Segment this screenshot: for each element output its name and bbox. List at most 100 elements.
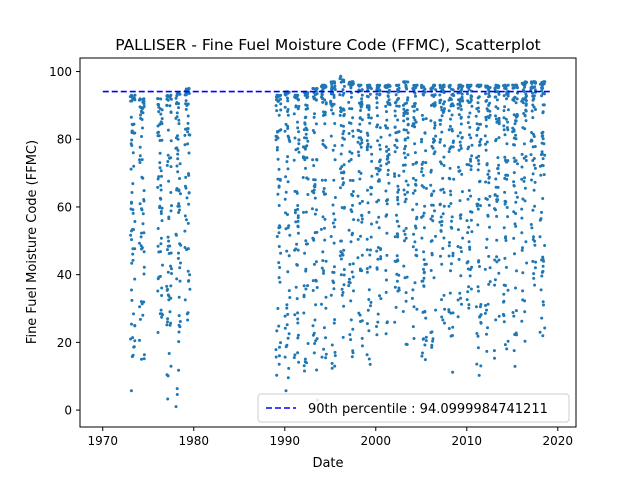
data-point: [387, 181, 391, 185]
data-point: [366, 142, 370, 146]
data-point: [502, 128, 506, 132]
data-point: [365, 248, 369, 252]
data-point: [370, 159, 374, 163]
data-point: [430, 239, 434, 243]
data-point: [292, 112, 296, 116]
data-point: [311, 158, 315, 162]
data-point: [287, 332, 291, 336]
data-point: [525, 261, 529, 265]
legend-box: [257, 393, 570, 423]
x-tick-label: 2020: [543, 434, 574, 448]
data-point: [523, 114, 527, 118]
data-point: [275, 148, 279, 152]
data-point: [440, 315, 444, 319]
data-point: [412, 232, 416, 236]
data-point: [432, 95, 436, 98]
data-point: [333, 88, 337, 91]
data-point: [476, 207, 480, 211]
data-point: [357, 311, 361, 315]
data-point: [133, 131, 137, 135]
data-point: [459, 146, 463, 150]
data-point: [376, 114, 379, 118]
data-point: [413, 142, 417, 146]
data-point: [296, 248, 300, 252]
data-point: [442, 191, 446, 194]
data-point: [359, 83, 363, 87]
data-point: [140, 175, 144, 179]
data-point: [277, 362, 281, 366]
data-point: [503, 105, 507, 109]
data-point: [306, 342, 310, 345]
data-point: [340, 206, 344, 210]
data-point: [511, 311, 515, 314]
data-point: [484, 92, 487, 96]
data-point: [379, 164, 383, 168]
data-point: [530, 226, 534, 230]
data-point: [520, 231, 524, 235]
data-point: [304, 132, 308, 136]
data-point: [315, 230, 319, 234]
data-point: [166, 128, 170, 132]
data-point: [440, 298, 443, 302]
plot-area-frame: [79, 57, 577, 428]
data-point: [274, 138, 278, 142]
data-point: [438, 101, 442, 105]
data-point: [403, 156, 407, 160]
data-point: [540, 270, 544, 274]
x-tick-label: 1980: [178, 434, 209, 448]
data-point: [324, 259, 328, 263]
data-point: [429, 87, 433, 91]
data-point: [187, 191, 191, 195]
data-point: [142, 272, 146, 276]
data-point: [523, 299, 527, 303]
data-point: [158, 312, 162, 316]
data-point: [466, 260, 470, 264]
data-point: [286, 124, 290, 128]
data-point: [375, 88, 379, 92]
data-point: [313, 342, 317, 345]
data-point: [515, 195, 519, 199]
data-point: [357, 136, 361, 140]
data-point: [442, 293, 446, 297]
data-point: [532, 105, 536, 109]
data-point: [379, 135, 383, 139]
data-point: [433, 121, 437, 125]
data-point: [543, 244, 547, 247]
data-point: [332, 281, 336, 285]
data-point: [420, 170, 423, 174]
data-point: [365, 83, 369, 87]
data-point: [333, 196, 337, 199]
data-point: [504, 265, 508, 269]
data-point: [139, 116, 143, 120]
data-point: [403, 193, 407, 196]
data-point: [179, 261, 182, 265]
data-point: [140, 107, 144, 111]
data-point: [305, 361, 308, 365]
data-point: [514, 133, 518, 137]
data-point: [484, 99, 488, 103]
data-point: [523, 199, 527, 203]
data-point: [276, 307, 280, 310]
data-point: [349, 338, 353, 342]
data-point: [293, 353, 297, 357]
data-point: [186, 102, 190, 106]
data-point: [404, 144, 407, 148]
data-point: [129, 99, 133, 103]
data-point: [404, 342, 408, 346]
data-point: [440, 262, 444, 266]
data-point: [497, 122, 501, 126]
data-point: [368, 92, 372, 96]
data-point: [406, 153, 410, 157]
data-point: [422, 270, 426, 274]
data-point: [350, 80, 354, 84]
data-point: [358, 116, 362, 120]
data-point: [352, 289, 355, 293]
data-point: [465, 83, 469, 87]
data-point: [369, 300, 373, 304]
data-point: [520, 216, 524, 220]
data-point: [311, 324, 315, 328]
data-point: [466, 99, 470, 103]
data-point: [138, 161, 142, 164]
data-point: [349, 158, 353, 161]
data-point: [132, 345, 136, 349]
